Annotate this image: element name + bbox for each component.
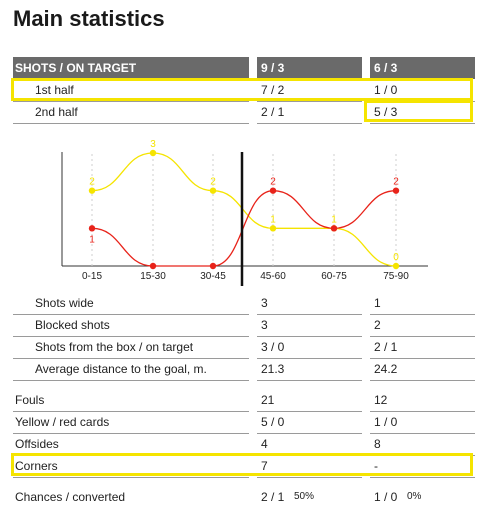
x-tick-label: 45-60 <box>260 271 286 282</box>
corners-highlight <box>11 453 473 476</box>
stat-label: Corners <box>13 455 249 478</box>
stat-label: Shots wide <box>13 292 249 315</box>
data-point <box>149 262 157 270</box>
data-point <box>330 225 338 232</box>
stat-team1-value: 3 / 0 <box>257 336 362 359</box>
stat-team1-value: 3 <box>257 314 362 337</box>
data-point <box>149 149 157 157</box>
team1-conversion-percent: 50% <box>294 491 315 502</box>
stat-team1-value: 7 <box>257 455 362 478</box>
data-label: 1 <box>89 234 95 245</box>
data-label: 2 <box>89 177 95 188</box>
stat-row: Offsides 4 8 <box>13 433 475 456</box>
data-point <box>209 262 217 270</box>
data-point <box>209 187 217 194</box>
data-point <box>88 187 96 194</box>
stat-team1-value: 2 / 1 <box>261 490 285 504</box>
data-label: 2 <box>270 177 276 188</box>
team2-conversion-percent: 0% <box>407 491 422 502</box>
shots-header-label: SHOTS / ON TARGET <box>13 57 249 79</box>
shots-header-team1: 9 / 3 <box>257 57 362 79</box>
series-line <box>91 190 397 267</box>
stat-team2-value: 24.2 <box>370 358 475 381</box>
chances-row: Chances / converted 2 / 1 50% 1 / 0 0% <box>13 486 475 508</box>
stat-team2-value: 5 / 3 <box>370 101 475 124</box>
stat-team1-value: 21 <box>257 389 362 412</box>
second-half-row: 2nd half 2 / 1 5 / 3 <box>13 101 475 124</box>
data-label: 3 <box>150 140 156 150</box>
data-point <box>88 225 96 232</box>
data-point <box>269 225 277 232</box>
stat-row: Fouls 21 12 <box>13 389 475 412</box>
stat-team1-value: 7 / 2 <box>257 79 362 102</box>
data-point <box>269 187 277 194</box>
stat-row: Shots from the box / on target 3 / 0 2 / 1 <box>13 336 475 359</box>
stat-team2-value: 2 / 1 <box>370 336 475 359</box>
x-tick-label: 30-45 <box>200 271 226 282</box>
x-tick-label: 75-90 <box>383 271 409 282</box>
data-label: 2 <box>210 177 216 188</box>
data-label: 2 <box>393 177 399 188</box>
stat-row: Average distance to the goal, m. 21.3 24.2 <box>13 358 475 381</box>
data-point <box>392 262 400 270</box>
stat-label: Yellow / red cards <box>13 411 249 434</box>
stat-row: Yellow / red cards 5 / 0 1 / 0 <box>13 411 475 434</box>
x-tick-label: 0-15 <box>82 271 102 282</box>
data-label: 1 <box>270 214 276 225</box>
x-tick-label: 15-30 <box>140 271 166 282</box>
stat-team2-value: 2 <box>370 314 475 337</box>
shots-header-row: SHOTS / ON TARGET 9 / 3 6 / 3 <box>13 57 475 79</box>
series-line <box>91 152 397 267</box>
stat-label: Shots from the box / on target <box>13 336 249 359</box>
stat-label: Fouls <box>13 389 249 412</box>
stat-team2-value: 12 <box>370 389 475 412</box>
stat-team1-value: 21.3 <box>257 358 362 381</box>
stat-label: Average distance to the goal, m. <box>13 358 249 381</box>
shots-timeline-chart: 0-15 15-30 30-45 45-60 60-75 75-90 2 3 2 1 1 0 1 2 2 <box>61 140 428 286</box>
data-label: 0 <box>393 252 399 263</box>
second-half-team2-highlight <box>364 100 473 122</box>
first-half-highlight <box>11 78 473 101</box>
stat-label: Blocked shots <box>13 314 249 337</box>
page-title: Main statistics <box>13 6 165 31</box>
stat-label: 2nd half <box>13 101 249 124</box>
stat-team1-value: 2 / 1 <box>257 101 362 124</box>
data-label: 1 <box>331 214 337 225</box>
shots-header-team2: 6 / 3 <box>370 57 475 79</box>
stat-label: 1st half <box>13 79 249 102</box>
stat-team2-value: 1 / 0 <box>374 490 398 504</box>
stat-row: Corners 7- <box>13 455 475 478</box>
data-point <box>392 187 400 194</box>
stat-row: Shots wide 3 1 <box>13 292 475 315</box>
x-tick-label: 60-75 <box>321 271 347 282</box>
stat-team1-value: 3 <box>257 292 362 315</box>
stat-team2-value: 1 <box>370 292 475 315</box>
stat-team2-value: - <box>370 455 475 478</box>
stat-team1-value: 5 / 0 <box>257 411 362 434</box>
stat-label: Chances / converted <box>15 490 126 504</box>
stat-row: Blocked shots 3 2 <box>13 314 475 337</box>
stat-team2-value: 1 / 0 <box>370 411 475 434</box>
